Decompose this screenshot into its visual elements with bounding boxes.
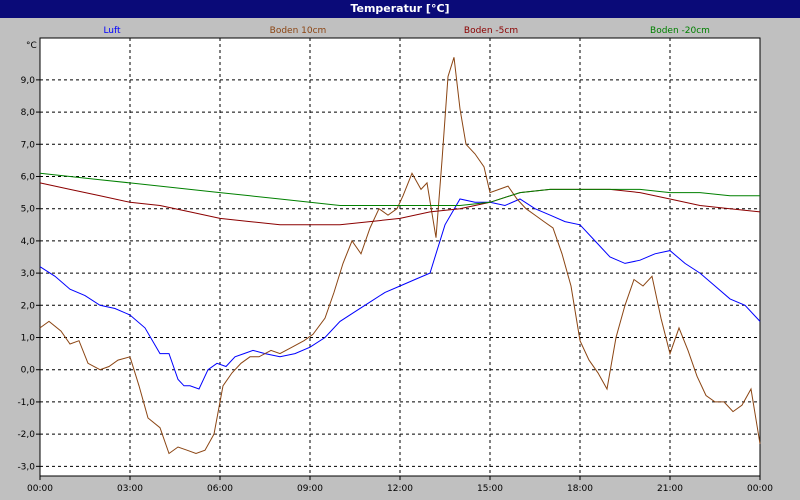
y-tick-label: 5,0 [21, 205, 36, 215]
legend: Luft Boden 10cm Boden -5cm Boden -20cm [103, 26, 710, 36]
series-line-boden-20cm [39, 172, 760, 206]
legend-item: Boden -5cm [464, 26, 518, 36]
series-line-boden-5cm [39, 182, 761, 226]
x-tick-time-label: 00:00 [27, 484, 53, 494]
x-tick-time-label: 06:00 [207, 484, 233, 494]
legend-item: Boden 10cm [270, 26, 327, 36]
x-tick-time-label: 12:00 [387, 484, 413, 494]
x-tick-time-label: 09:00 [297, 484, 323, 494]
series-lines [39, 57, 761, 455]
x-tick-time-label: 15:00 [477, 484, 503, 494]
y-tick-label: -2,0 [17, 430, 35, 440]
x-tick-time-label: 00:00 [747, 484, 773, 494]
y-tick-label: -3,0 [17, 462, 35, 472]
y-tick-label: 9,0 [21, 76, 36, 86]
legend-item: Boden -20cm [650, 26, 710, 36]
grid-lines [40, 38, 760, 476]
y-axis: -3,0 -2,0 -1,0 0,0 1,0 2,0 3,0 4,0 5,0 6,0 7,0 8,0 9… [17, 76, 40, 472]
x-tick-time-label: 21:00 [657, 484, 683, 494]
series-line-luft [39, 198, 761, 390]
series-line-boden-10cm [39, 57, 761, 455]
x-tick-time-label: 03:00 [117, 484, 143, 494]
y-axis-unit-label: °C [26, 41, 37, 51]
x-axis: 00:0006.02.2303:0006.02.2306:0006.02.230… [27, 476, 773, 494]
temperature-chart: -3,0 -2,0 -1,0 0,0 1,0 2,0 3,0 4,0 5,0 6,0 7,0 8,0 9… [17, 26, 773, 494]
x-tick-time-label: 18:00 [567, 484, 593, 494]
y-tick-label: 8,0 [21, 108, 36, 118]
y-tick-label: 3,0 [21, 269, 36, 279]
y-tick-label: 6,0 [21, 172, 36, 182]
chart-title: Temperatur [°C] [0, 0, 800, 18]
legend-item: Luft [103, 26, 121, 36]
y-tick-label: 4,0 [21, 237, 36, 247]
y-tick-label: -1,0 [17, 398, 35, 408]
y-tick-label: 2,0 [21, 301, 36, 311]
y-tick-label: 7,0 [21, 140, 36, 150]
y-tick-label: 1,0 [21, 334, 36, 344]
y-tick-label: 0,0 [21, 366, 36, 376]
